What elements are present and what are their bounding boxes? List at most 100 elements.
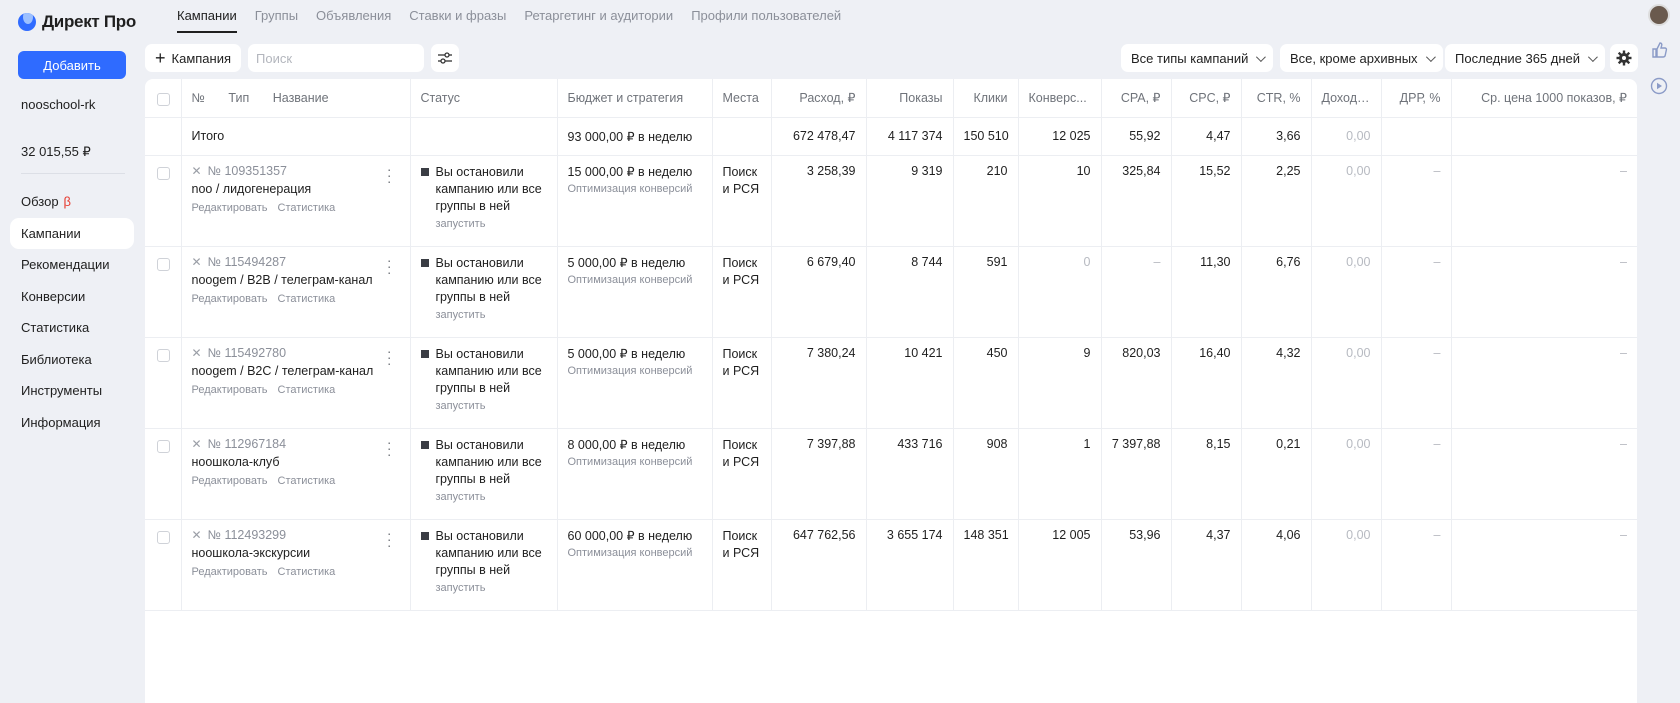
add-button[interactable]: Добавить — [18, 51, 126, 79]
start-link[interactable]: запустить — [435, 490, 486, 503]
start-link[interactable]: запустить — [435, 217, 486, 230]
more-menu-icon[interactable]: · · · — [386, 524, 392, 553]
tab-bids[interactable]: Ставки и фразы — [409, 8, 507, 23]
select-all-cell[interactable] — [145, 79, 182, 118]
header-income[interactable]: Доход,... — [1311, 79, 1382, 118]
start-link[interactable]: запустить — [435, 399, 486, 412]
row-checkbox[interactable] — [157, 348, 170, 362]
row-checkbox[interactable] — [157, 257, 170, 271]
header-cpm[interactable]: Ср. цена 1000 показов, ₽ — [1451, 79, 1637, 118]
tab-ads[interactable]: Объявления — [316, 8, 392, 23]
header-budget[interactable]: Бюджет и стратегия — [557, 79, 713, 118]
sidebar-item-label: Конверсии — [21, 288, 86, 304]
add-campaign-button[interactable]: + Кампания — [145, 44, 241, 72]
start-link[interactable]: запустить — [435, 581, 486, 594]
stats-link[interactable]: Статистика — [277, 565, 336, 578]
stats-link[interactable]: Статистика — [277, 474, 336, 487]
campaign-name[interactable]: noogem / B2C / телеграм-канал — [191, 363, 374, 378]
campaign-type-icon: ✕ — [191, 345, 202, 360]
tab-retargeting[interactable]: Ретаргетинг и аудитории — [524, 8, 674, 23]
edit-link[interactable]: Редактировать — [191, 383, 268, 396]
status-text: Вы остановили кампанию или все группы в … — [435, 528, 542, 577]
header-conversions[interactable]: Конверс... — [1018, 79, 1102, 118]
income-cell: 0,00 — [1311, 519, 1382, 611]
tab-groups[interactable]: Группы — [254, 8, 299, 23]
more-menu-icon[interactable]: · · · — [386, 342, 392, 371]
header-num[interactable]: № — [191, 90, 205, 105]
filter-settings-button[interactable] — [431, 44, 459, 72]
campaign-row[interactable]: ✕ № 115494287 noogem / B2B / телеграм-ка… — [145, 246, 1637, 338]
campaign-row[interactable]: ✕ № 109351357 noo / лидогенерация Редакт… — [145, 155, 1637, 247]
header-cpa[interactable]: CPA, ₽ — [1101, 79, 1172, 118]
play-icon[interactable] — [1650, 77, 1668, 95]
sliders-icon — [438, 52, 452, 64]
budget-value[interactable]: 60 000,00 ₽ в неделю — [567, 528, 693, 543]
campaign-name[interactable]: noogem / B2B / телеграм-канал — [191, 272, 373, 287]
table-settings-button[interactable] — [1610, 44, 1638, 72]
drr-cell: – — [1381, 246, 1452, 338]
sidebar-item-recommendations[interactable]: Рекомендации — [10, 249, 134, 281]
header-drr[interactable]: ДРР, % — [1381, 79, 1452, 118]
campaign-types-value: Все типы кампаний — [1131, 50, 1249, 66]
stats-link[interactable]: Статистика — [277, 383, 336, 396]
campaign-name[interactable]: ноошкола-экскурсии — [191, 545, 311, 560]
stats-link[interactable]: Статистика — [277, 292, 336, 305]
select-all-checkbox[interactable] — [157, 92, 170, 106]
row-checkbox[interactable] — [157, 166, 170, 180]
period-select[interactable]: Последние 365 дней — [1445, 44, 1606, 72]
budget-value[interactable]: 15 000,00 ₽ в неделю — [567, 164, 693, 179]
edit-link[interactable]: Редактировать — [191, 474, 268, 487]
budget-value[interactable]: 5 000,00 ₽ в неделю — [567, 346, 686, 361]
campaign-name[interactable]: noo / лидогенерация — [191, 181, 312, 196]
header-ctr[interactable]: CTR, % — [1241, 79, 1312, 118]
campaign-row[interactable]: ✕ № 112493299 ноошкола-экскурсии Редакти… — [145, 519, 1637, 611]
ctr-cell: 6,76 — [1241, 246, 1312, 338]
header-name[interactable]: Название — [272, 90, 329, 105]
edit-link[interactable]: Редактировать — [191, 565, 268, 578]
more-menu-icon[interactable]: · · · — [386, 160, 392, 189]
budget-value[interactable]: 8 000,00 ₽ в неделю — [567, 437, 686, 452]
edit-link[interactable]: Редактировать — [191, 292, 268, 305]
row-checkbox[interactable] — [157, 530, 170, 544]
sidebar-item-library[interactable]: Библиотека — [10, 344, 134, 376]
header-impressions[interactable]: Показы — [866, 79, 954, 118]
campaign-name[interactable]: ноошкола-клуб — [191, 454, 280, 469]
sidebar-item-campaigns[interactable]: Кампании — [10, 217, 134, 249]
cpa-cell: 53,96 — [1101, 519, 1172, 611]
drr-cell: – — [1381, 519, 1452, 611]
header-status[interactable]: Статус — [410, 79, 558, 118]
campaign-row[interactable]: ✕ № 115492780 noogem / B2C / телеграм-ка… — [145, 337, 1637, 429]
income-cell: 0,00 — [1311, 155, 1382, 247]
tab-campaigns[interactable]: Кампании — [177, 8, 237, 33]
row-checkbox[interactable] — [157, 439, 170, 453]
header-cpc[interactable]: CPC, ₽ — [1171, 79, 1242, 118]
logo[interactable]: Директ Про — [18, 12, 136, 32]
sidebar-item-tools[interactable]: Инструменты — [10, 375, 134, 407]
start-link[interactable]: запустить — [435, 308, 486, 321]
tab-user-profiles[interactable]: Профили пользователей — [691, 8, 842, 23]
sidebar-item-overview[interactable]: Обзор β — [10, 186, 134, 218]
total-ctr: 3,66 — [1241, 117, 1312, 156]
search-input[interactable] — [248, 44, 424, 72]
avatar[interactable] — [1648, 4, 1670, 26]
campaign-row[interactable]: ✕ № 112967184 ноошкола-клуб Редактироват… — [145, 428, 1637, 520]
sidebar-item-conversions[interactable]: Конверсии — [10, 281, 134, 313]
header-places[interactable]: Места — [712, 79, 772, 118]
budget-value[interactable]: 5 000,00 ₽ в неделю — [567, 255, 686, 270]
edit-link[interactable]: Редактировать — [191, 201, 268, 214]
more-menu-icon[interactable]: · · · — [386, 251, 392, 280]
header-type[interactable]: Тип — [228, 90, 250, 105]
sidebar-item-statistics[interactable]: Статистика — [10, 312, 134, 344]
campaign-id-line: ✕ № 112967184 — [192, 437, 400, 451]
campaign-links: Редактировать Статистика — [192, 475, 400, 487]
account-name[interactable]: nooschool-rk — [21, 97, 96, 112]
thumbs-up-icon[interactable] — [1650, 41, 1668, 59]
header-spend[interactable]: Расход, ₽ — [771, 79, 867, 118]
total-row: Итого 93 000,00 ₽ в неделю 672 478,47 4 … — [145, 117, 1637, 156]
more-menu-icon[interactable]: · · · — [386, 433, 392, 462]
stats-link[interactable]: Статистика — [277, 201, 336, 214]
sidebar-item-info[interactable]: Информация — [10, 407, 134, 439]
header-clicks[interactable]: Клики — [953, 79, 1019, 118]
archive-filter-select[interactable]: Все, кроме архивных — [1280, 44, 1443, 72]
campaign-types-select[interactable]: Все типы кампаний — [1121, 44, 1274, 72]
